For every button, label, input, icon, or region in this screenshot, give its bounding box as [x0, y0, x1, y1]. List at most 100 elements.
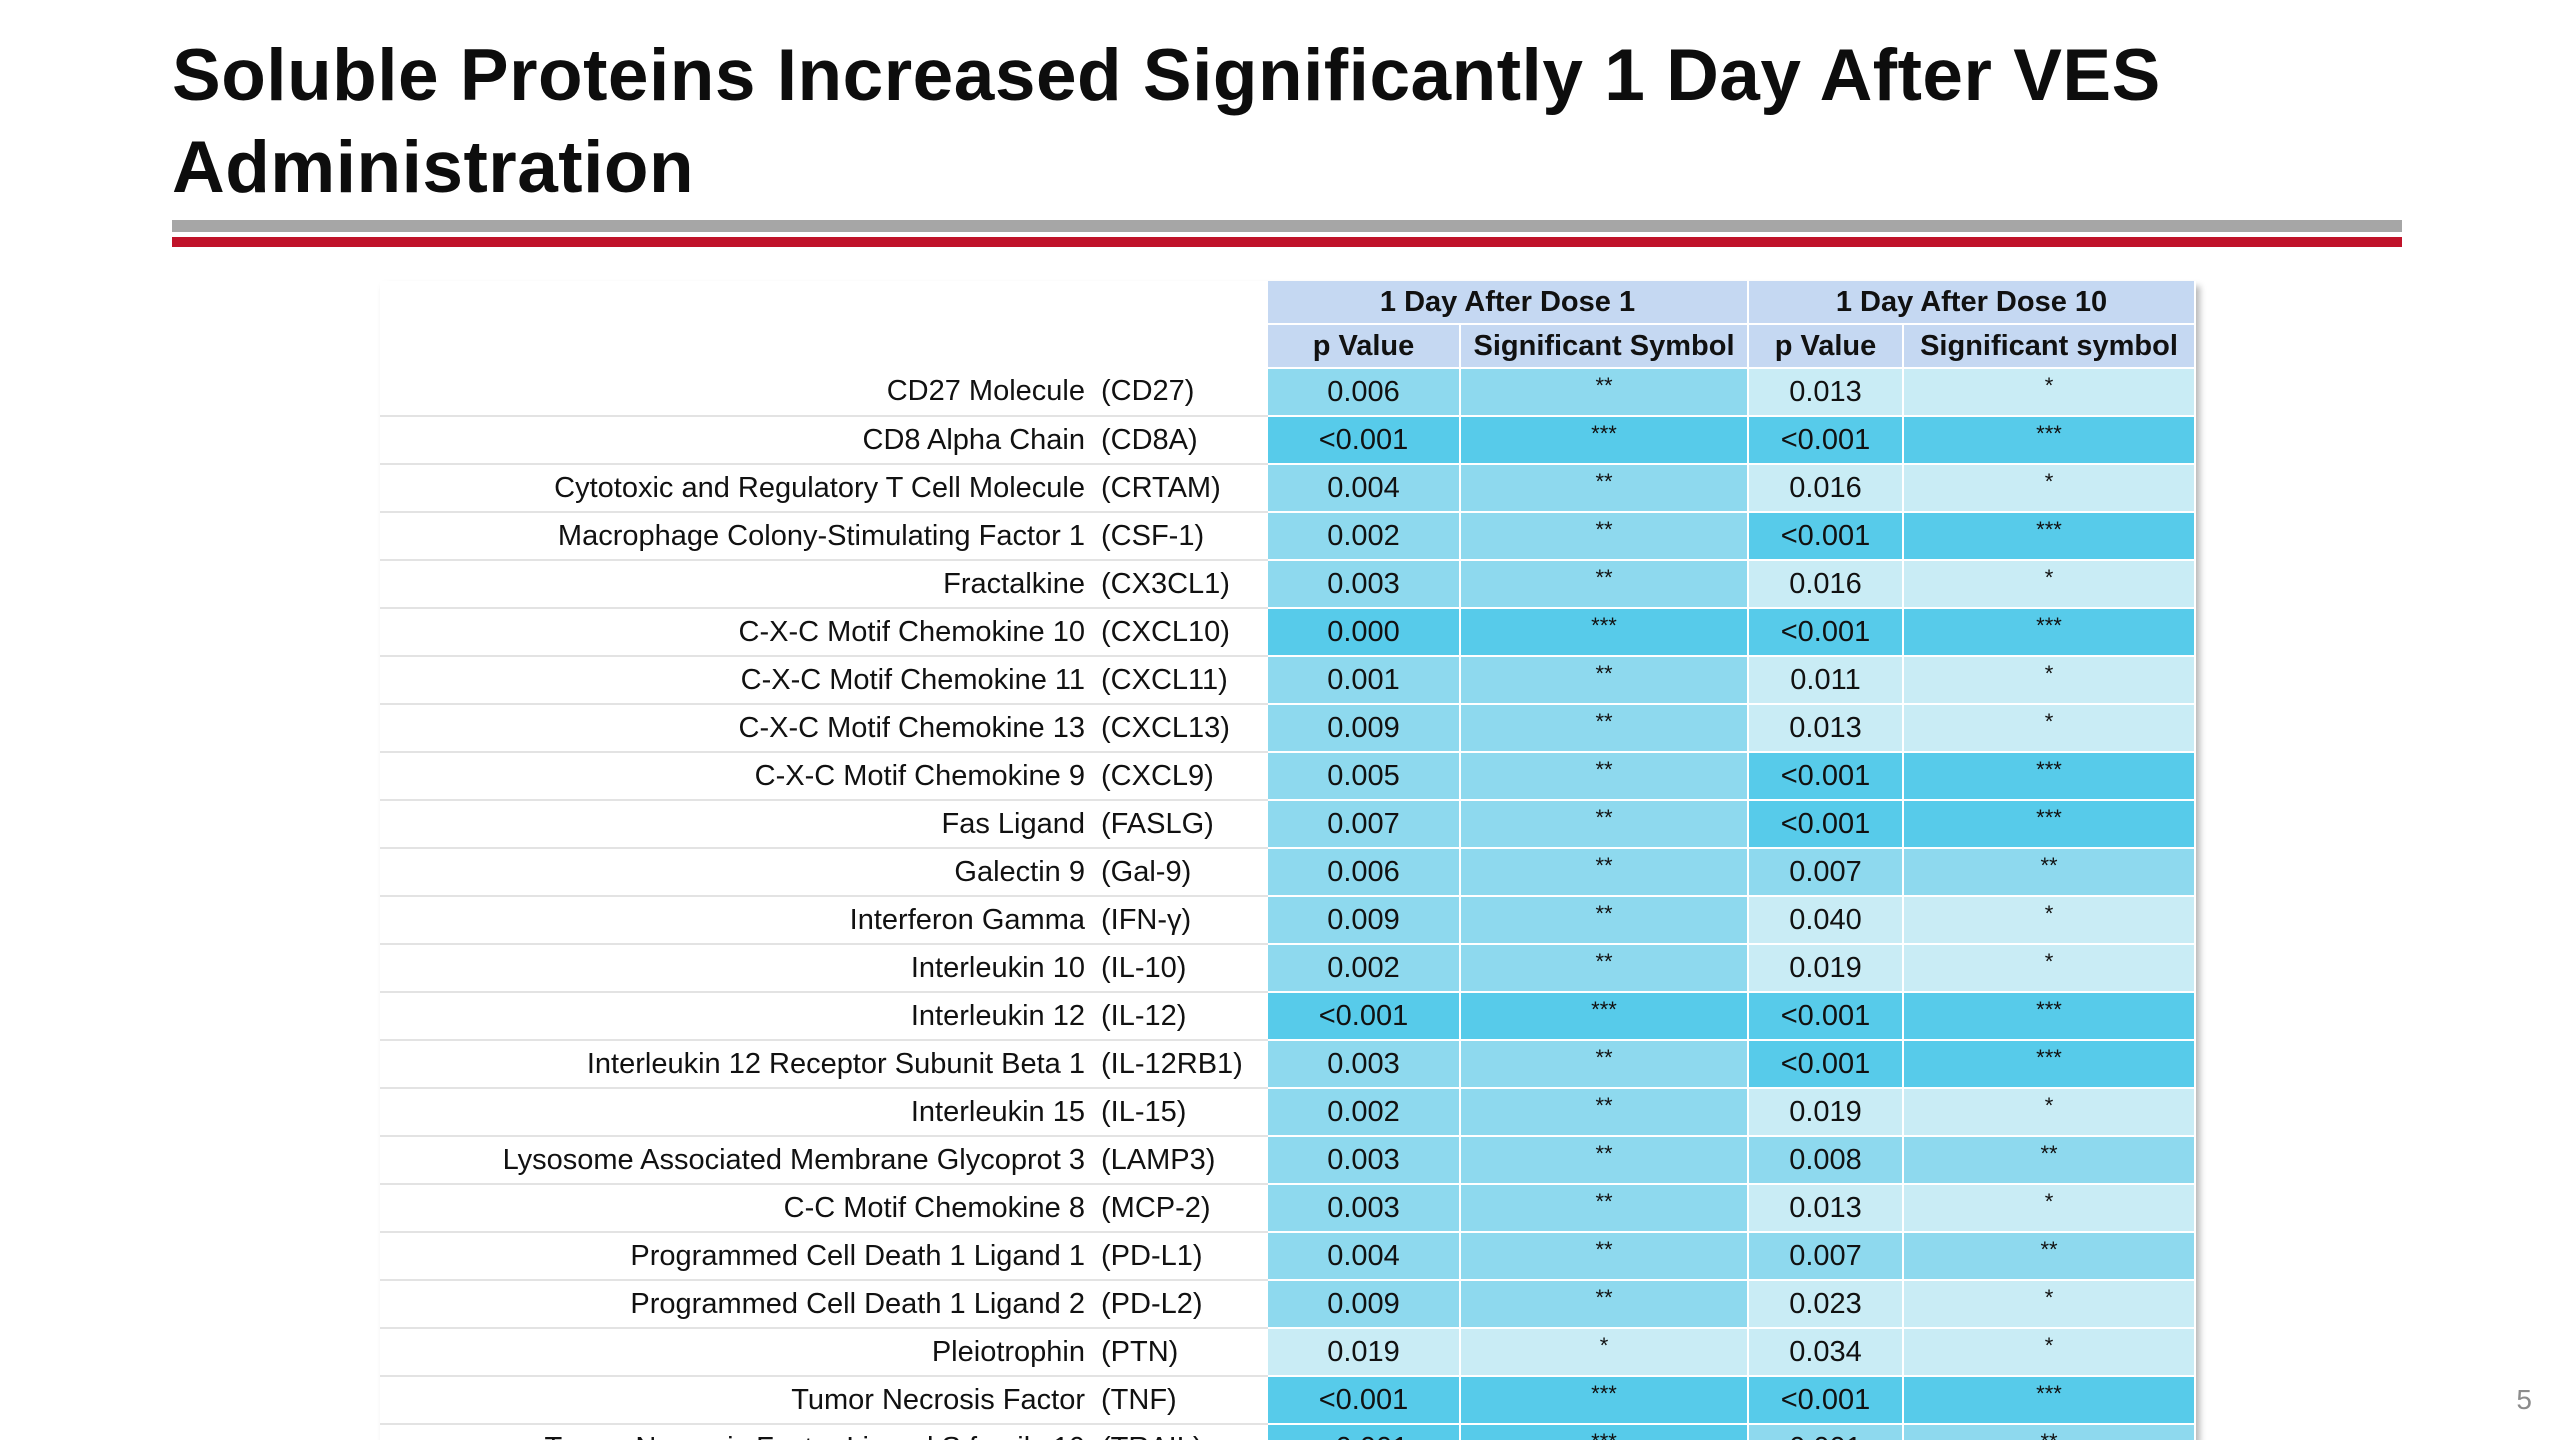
- dose10-significance-symbol: *: [1903, 1328, 2196, 1377]
- dose1-significance-symbol: **: [1460, 560, 1749, 609]
- protein-abbreviation: (CD27): [1101, 375, 1195, 407]
- dose10-p-value: 0.013: [1748, 704, 1904, 753]
- dose10-p-value: 0.007: [1748, 848, 1904, 897]
- dose10-p-value: 0.001: [1748, 1424, 1904, 1440]
- table-row: Interleukin 12 (IL-12) <0.001 *** <0.001 ***: [380, 992, 2196, 1041]
- dose1-p-value: 0.009: [1268, 896, 1461, 945]
- title-rule-red: [172, 237, 2402, 247]
- dose1-significance-symbol: **: [1460, 512, 1749, 561]
- significance-table-container: 1 Day After Dose 1 1 Day After Dose 10 p…: [380, 281, 2196, 1440]
- dose1-p-value: 0.004: [1268, 1232, 1461, 1281]
- dose10-significance-symbol: *: [1903, 896, 2196, 945]
- protein-abbreviation: (FASLG): [1101, 807, 1214, 840]
- protein-label-cell: C-X-C Motif Chemokine 13 (CXCL13): [380, 704, 1268, 753]
- dose10-p-value: 0.040: [1748, 896, 1904, 945]
- dose10-p-value: 0.023: [1748, 1280, 1904, 1329]
- protein-label-cell: Interleukin 10 (IL-10): [380, 944, 1268, 993]
- dose1-significance-symbol: **: [1460, 896, 1749, 945]
- table-row: Fractalkine (CX3CL1) 0.003 ** 0.016 *: [380, 560, 2196, 609]
- dose1-p-value: <0.001: [1268, 1376, 1461, 1425]
- table-row: Galectin 9 (Gal-9) 0.006 ** 0.007 **: [380, 848, 2196, 897]
- dose1-p-value: <0.001: [1268, 416, 1461, 465]
- protein-abbreviation: (IL-10): [1101, 951, 1187, 984]
- protein-name: C-X-C Motif Chemokine 9: [754, 759, 1085, 792]
- dose1-significance-symbol: **: [1460, 848, 1749, 897]
- dose10-significance-symbol: *: [1903, 560, 2196, 609]
- dose1-significance-symbol: **: [1460, 464, 1749, 513]
- dose10-significance-symbol: **: [1903, 1424, 2196, 1440]
- table-row: Interleukin 10 (IL-10) 0.002 ** 0.019 *: [380, 944, 2196, 993]
- dose10-p-value: 0.013: [1748, 368, 1904, 417]
- protein-abbreviation: (PTN): [1101, 1335, 1179, 1368]
- protein-label-cell: Interleukin 15 (IL-15): [380, 1088, 1268, 1137]
- dose1-significance-symbol: ***: [1460, 1424, 1749, 1440]
- table-body: CD27 Molecule (CD27) 0.006 ** 0.013 * CD8 Alph…: [380, 368, 2196, 1440]
- dose1-p-value: 0.003: [1268, 1184, 1461, 1233]
- protein-name: C-C Motif Chemokine 8: [783, 1191, 1085, 1224]
- dose10-p-value: <0.001: [1748, 1040, 1904, 1089]
- protein-name: C-X-C Motif Chemokine 13: [738, 711, 1086, 744]
- dose1-significance-symbol: **: [1460, 800, 1749, 849]
- protein-label-cell: C-X-C Motif Chemokine 10 (CXCL10): [380, 608, 1268, 657]
- protein-label-cell: Interleukin 12 (IL-12): [380, 992, 1268, 1041]
- dose1-p-value: 0.001: [1268, 656, 1461, 705]
- protein-abbreviation: (IL-12RB1): [1101, 1047, 1243, 1080]
- protein-label-cell: Interleukin 12 Receptor Subunit Beta 1 (I…: [380, 1040, 1268, 1089]
- dose1-p-value: 0.004: [1268, 464, 1461, 513]
- dose10-significance-symbol: *: [1903, 464, 2196, 513]
- dose1-p-value: 0.007: [1268, 800, 1461, 849]
- dose1-significance-symbol: **: [1460, 656, 1749, 705]
- slide-title: Soluble Proteins Increased Significantly…: [172, 35, 2161, 208]
- column-header-dose1-symbol: Significant Symbol: [1460, 324, 1749, 369]
- table-row: Macrophage Colony-Stimulating Factor 1 (C…: [380, 512, 2196, 561]
- protein-label-cell: Cytotoxic and Regulatory T Cell Molecule…: [380, 464, 1268, 513]
- protein-label-cell: Fractalkine (CX3CL1): [380, 560, 1268, 609]
- page-number: 5: [2516, 1384, 2532, 1415]
- protein-name: Pleiotrophin: [931, 1335, 1085, 1368]
- dose10-p-value: 0.011: [1748, 656, 1904, 705]
- table-row: C-X-C Motif Chemokine 11 (CXCL11) 0.001 ** 0…: [380, 656, 2196, 705]
- protein-name: C-X-C Motif Chemokine 11: [740, 663, 1085, 696]
- dose1-significance-symbol: ***: [1460, 1376, 1749, 1425]
- dose1-p-value: 0.003: [1268, 1040, 1461, 1089]
- protein-abbreviation: (CXCL10): [1101, 615, 1230, 648]
- protein-abbreviation: (CD8A): [1101, 423, 1198, 456]
- dose1-p-value: 0.019: [1268, 1328, 1461, 1377]
- dose10-significance-symbol: ***: [1903, 1040, 2196, 1089]
- table-row: Interleukin 15 (IL-15) 0.002 ** 0.019 *: [380, 1088, 2196, 1137]
- dose1-p-value: 0.003: [1268, 1136, 1461, 1185]
- dose1-significance-symbol: **: [1460, 1088, 1749, 1137]
- protein-label-cell: CD8 Alpha Chain (CD8A): [380, 416, 1268, 465]
- protein-label-cell: Macrophage Colony-Stimulating Factor 1 (C…: [380, 512, 1268, 561]
- title-rule-gray: [172, 220, 2402, 232]
- dose10-significance-symbol: *: [1903, 656, 2196, 705]
- table-row: C-X-C Motif Chemokine 13 (CXCL13) 0.009 ** 0…: [380, 704, 2196, 753]
- dose10-p-value: 0.034: [1748, 1328, 1904, 1377]
- dose1-significance-symbol: ***: [1460, 992, 1749, 1041]
- header-blank-cell: [380, 324, 1268, 368]
- table-row: Fas Ligand (FASLG) 0.007 ** <0.001 ***: [380, 800, 2196, 849]
- dose10-significance-symbol: *: [1903, 1280, 2196, 1329]
- protein-name: C-X-C Motif Chemokine 10: [738, 615, 1086, 648]
- protein-abbreviation: (IL-12): [1101, 999, 1187, 1032]
- protein-abbreviation: (PD-L1): [1101, 1239, 1203, 1272]
- protein-abbreviation: (CXCL13): [1101, 711, 1230, 744]
- dose10-significance-symbol: *: [1903, 704, 2196, 753]
- protein-abbreviation: (CXCL11): [1101, 663, 1228, 696]
- dose1-significance-symbol: **: [1460, 704, 1749, 753]
- dose10-p-value: 0.016: [1748, 560, 1904, 609]
- protein-name: Interleukin 12: [910, 999, 1085, 1032]
- protein-name: Interferon Gamma: [849, 903, 1085, 936]
- dose10-p-value: 0.008: [1748, 1136, 1904, 1185]
- dose1-significance-symbol: **: [1460, 1136, 1749, 1185]
- protein-name: Programmed Cell Death 1 Ligand 1: [630, 1239, 1085, 1272]
- protein-label-cell: Tumor Necrosis Factor (TNF): [380, 1376, 1268, 1425]
- dose10-significance-symbol: *: [1903, 944, 2196, 993]
- protein-name: Fas Ligand: [941, 807, 1086, 840]
- dose1-p-value: 0.002: [1268, 944, 1461, 993]
- protein-name: CD27 Molecule: [886, 375, 1085, 407]
- dose1-significance-symbol: *: [1460, 1328, 1749, 1377]
- protein-name: Tumor Necrosis Factor Ligand S family 10: [380, 1432, 1085, 1440]
- protein-name: Lysosome Associated Membrane Glycoprot 3: [502, 1143, 1085, 1176]
